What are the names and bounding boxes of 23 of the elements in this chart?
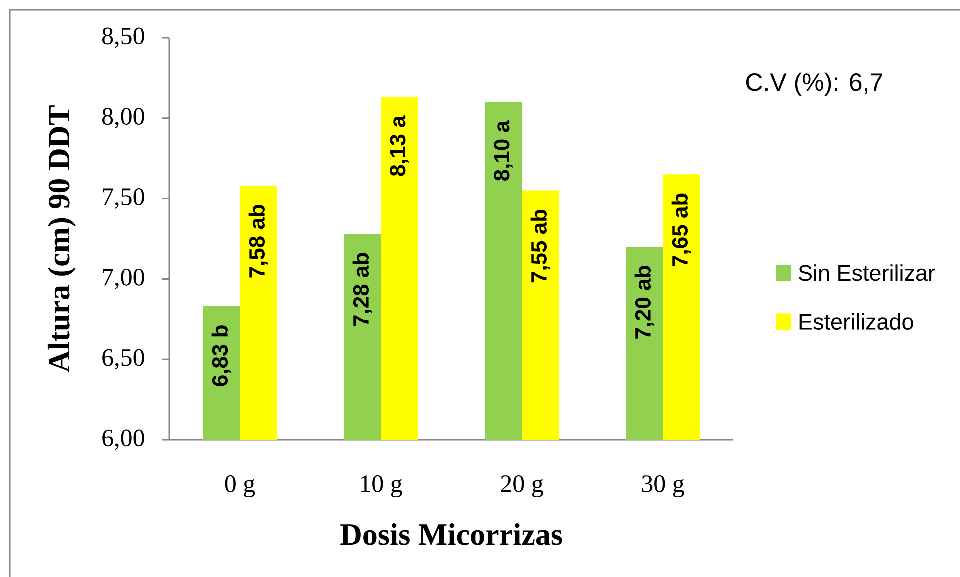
data-label: 7,20 ab (634, 266, 654, 339)
x-tick-label: 30 g (642, 476, 684, 498)
y-tick-label: 7,50 (103, 188, 144, 210)
data-label: 7,65 ab (672, 194, 692, 267)
y-axis-title: Altura (cm) 90 DDT (48, 106, 76, 373)
data-label: 7,58 ab (248, 205, 268, 278)
x-axis-title: Dosis Micorrizas (340, 523, 562, 546)
x-tick-label: 20 g (501, 476, 544, 498)
legend-label: Esterilizado (800, 313, 914, 330)
data-label: 7,28 ab (352, 253, 372, 326)
text: C.V (%): 6,7 (746, 72, 882, 96)
y-tick-label: 8,50 (102, 28, 144, 48)
data-label: 8,13 a (390, 116, 409, 176)
data-label: 8,10 a (494, 120, 513, 181)
y-tick-label: 7,00 (103, 268, 144, 290)
x-tick-label: 0 g (225, 476, 256, 498)
y-tick-label: 8,00 (102, 108, 144, 129)
data-label: 6,83 b (212, 326, 232, 386)
x-tick-label: 10 g (361, 476, 402, 498)
data-label: 7,55 ab (530, 210, 550, 283)
y-tick-label: 6,50 (102, 349, 144, 370)
legend-label: Sin Esterilizar (799, 264, 936, 282)
y-tick-label: 6,00 (102, 430, 144, 450)
